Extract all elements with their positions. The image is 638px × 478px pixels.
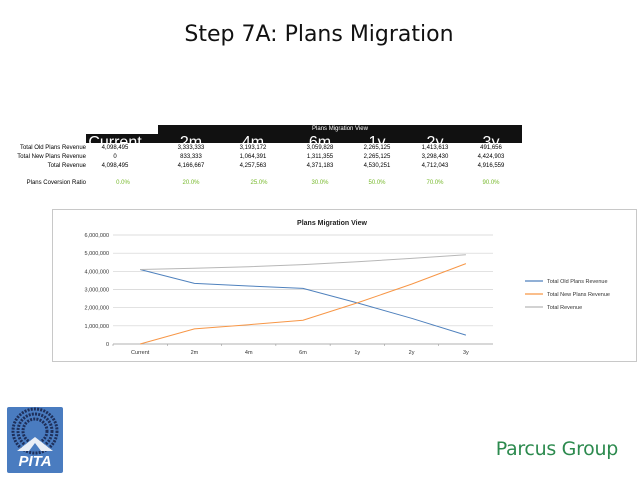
table-cell: 3,193,172 xyxy=(239,145,267,151)
column-header: 2y xyxy=(426,134,444,151)
column-header: 1y xyxy=(368,134,386,151)
x-tick-label: 6m xyxy=(299,350,307,356)
x-tick-label: 1y xyxy=(354,350,360,356)
table-cell: 833,333 xyxy=(180,154,202,160)
column-header: 6m xyxy=(308,134,332,151)
ratio-cell: 90.0% xyxy=(482,180,500,186)
column-header: 3y xyxy=(482,134,500,151)
table-header-bar: Current 2m 4m 6m 1y 2y 3y xyxy=(86,134,522,151)
ratio-cell: 0.0% xyxy=(116,180,130,186)
page-title: Step 7A: Plans Migration xyxy=(184,22,454,47)
table-cell: 4,424,903 xyxy=(477,154,505,160)
table-row: Total New Plans Revenue 0 833,333 1,064,… xyxy=(0,153,530,162)
conversion-ratio-row: Plans Coversion Ratio 0.0% 20.0% 25.0% 3… xyxy=(0,179,530,188)
series-line xyxy=(139,269,467,336)
table-cell: 2,265,125 xyxy=(363,145,391,151)
table-cell: 3,298,430 xyxy=(421,154,449,160)
row-label: Total Old Plans Revenue xyxy=(19,145,86,151)
ratio-cell: 25.0% xyxy=(250,180,268,186)
table-cell: 4,712,043 xyxy=(421,163,449,169)
logo-graphic xyxy=(11,407,59,455)
table-cell: 4,257,563 xyxy=(239,163,267,169)
table-cell: 3,333,333 xyxy=(177,145,205,151)
x-tick-label: 3y xyxy=(463,350,469,356)
table-cell: 3,059,828 xyxy=(306,145,334,151)
table-row: Total Old Plans Revenue 4,098,495 3,333,… xyxy=(0,144,530,153)
table-cell: 4,098,495 xyxy=(101,145,129,151)
ratio-cell: 20.0% xyxy=(182,180,200,186)
table-cell: 1,413,613 xyxy=(421,145,449,151)
column-header: Current xyxy=(88,134,142,151)
y-tick-label: 0 xyxy=(106,342,109,348)
legend-label: Total New Plans Revenue xyxy=(547,292,610,298)
row-label: Total New Plans Revenue xyxy=(17,154,86,160)
chart-container: Plans Migration View 0 1,000,000 2,000,000… xyxy=(52,209,637,362)
table-view-title: Plans Migration View xyxy=(158,125,522,134)
x-tick-label: Current xyxy=(131,350,150,356)
table-cell: 1,064,391 xyxy=(239,154,267,160)
table-cell: 4,916,559 xyxy=(477,163,505,169)
table-cell: 1,311,355 xyxy=(306,154,334,160)
legend-label: Total Revenue xyxy=(547,305,582,311)
table-cell: 2,265,125 xyxy=(363,154,391,160)
y-tick-label: 6,000,000 xyxy=(85,233,109,239)
column-header: 4m xyxy=(241,134,265,151)
ratio-cell: 50.0% xyxy=(368,180,386,186)
table-cell: 4,530,251 xyxy=(363,163,391,169)
column-header: 2m xyxy=(179,134,203,151)
y-tick-label: 2,000,000 xyxy=(85,306,109,312)
brand-name: Parcus Group xyxy=(495,438,619,460)
row-label: Total Revenue xyxy=(47,163,86,169)
pita-logo: PITA xyxy=(7,407,63,473)
ratio-cell: 70.0% xyxy=(426,180,444,186)
y-tick-label: 1,000,000 xyxy=(85,324,109,330)
x-tick-label: 4m xyxy=(245,350,253,356)
y-tick-label: 4,000,000 xyxy=(85,269,109,275)
table-row: Total Revenue 4,098,495 4,166,667 4,257,… xyxy=(0,162,530,171)
x-tick-label: 2m xyxy=(191,350,199,356)
ratio-cell: 30.0% xyxy=(311,180,329,186)
chart-title: Plans Migration View xyxy=(297,220,367,227)
legend-label: Total Old Plans Revenue xyxy=(547,279,608,285)
table-cell: 4,098,495 xyxy=(101,163,129,169)
table-cell: 4,371,183 xyxy=(306,163,334,169)
y-tick-label: 3,000,000 xyxy=(85,288,109,294)
x-tick-label: 2y xyxy=(409,350,415,356)
row-label: Plans Coversion Ratio xyxy=(26,180,86,186)
series-line xyxy=(139,263,467,345)
logo-text: PITA xyxy=(18,453,52,470)
y-tick-label: 5,000,000 xyxy=(85,251,109,257)
table-cell: 0 xyxy=(113,154,117,160)
series-line xyxy=(140,254,466,270)
table-cell: 491,656 xyxy=(480,145,502,151)
line-chart: Plans Migration View 0 1,000,000 2,000,000… xyxy=(85,220,610,356)
table-cell: 4,166,667 xyxy=(177,163,205,169)
